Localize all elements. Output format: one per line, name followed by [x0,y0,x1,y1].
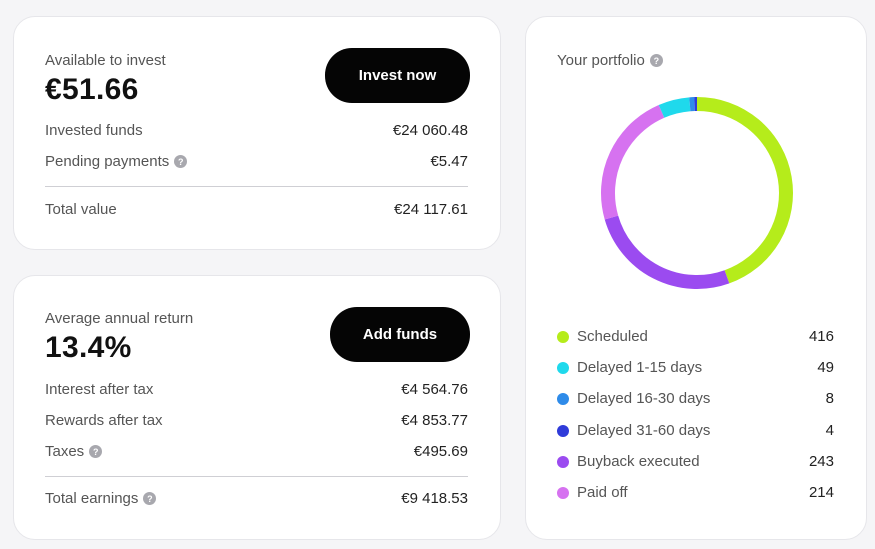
legend-dot [557,392,569,405]
legend-dot [557,486,569,499]
rewards-row: Rewards after tax €4 853.77 [45,412,468,429]
legend-count: 416 [808,328,834,345]
help-icon[interactable]: ? [174,155,188,168]
add-funds-button[interactable]: Add funds [330,307,470,362]
donut-slice-buyback-executed[interactable] [604,215,730,289]
rewards-value: €4 853.77 [401,412,468,429]
legend-item-delayed-16-30: Delayed 16-30 days 8 [557,390,834,407]
invested-funds-row: Invested funds €24 060.48 [45,122,468,139]
return-label: Average annual return [45,310,194,327]
help-icon[interactable]: ? [649,54,663,67]
invested-funds-value: €24 060.48 [392,122,468,139]
legend-item-delayed-31-60: Delayed 31-60 days 4 [557,422,834,439]
pending-payments-label: Pending payments? [45,153,188,170]
legend-count: 243 [808,453,834,470]
legend-label: Scheduled [577,328,648,345]
legend-label: Paid off [577,484,628,501]
legend-dot [557,330,569,343]
total-earnings-row: Total earnings? €9 418.53 [45,490,468,507]
help-icon[interactable]: ? [89,445,103,458]
interest-value: €4 564.76 [401,381,468,398]
total-value-label: Total value [45,201,117,218]
invested-funds-label: Invested funds [45,122,143,139]
legend-count: 49 [817,359,834,376]
pending-payments-row: Pending payments? €5.47 [45,153,468,170]
legend-dot [557,455,569,468]
available-value: €51.66 [45,73,139,106]
total-value-value: €24 117.61 [394,201,468,218]
help-icon[interactable]: ? [143,492,157,505]
divider [45,476,468,477]
legend-label: Delayed 31-60 days [577,422,711,439]
legend-item-buyback-executed: Buyback executed 243 [557,453,834,470]
legend-item-scheduled: Scheduled 416 [557,328,834,345]
legend-count: 8 [825,390,834,407]
legend-count: 214 [808,484,834,501]
donut-slice-scheduled[interactable] [696,97,793,284]
legend-label: Delayed 16-30 days [577,390,711,407]
donut-slice-paid-off[interactable] [601,104,665,220]
legend-dot [557,424,569,437]
return-value: 13.4% [45,331,132,364]
portfolio-donut-chart [601,97,793,289]
donut-slice-delayed-1-15-days[interactable] [658,97,691,118]
taxes-value: €495.69 [413,443,468,460]
available-label: Available to invest [45,52,166,69]
taxes-label: Taxes? [45,443,103,460]
legend-item-delayed-1-15: Delayed 1-15 days 49 [557,359,834,376]
portfolio-card: Your portfolio? Scheduled 416 Delayed 1-… [525,16,867,540]
taxes-row: Taxes? €495.69 [45,443,468,460]
invest-card: Available to invest €51.66 Invest now In… [13,16,501,250]
interest-label: Interest after tax [45,381,154,398]
legend-label: Delayed 1-15 days [577,359,703,376]
total-earnings-label: Total earnings? [45,490,157,507]
total-earnings-value: €9 418.53 [401,490,468,507]
rewards-label: Rewards after tax [45,412,163,429]
legend-dot [557,361,569,374]
divider [45,186,468,187]
legend-item-paid-off: Paid off 214 [557,484,834,501]
total-value-row: Total value €24 117.61 [45,201,468,218]
legend-label: Buyback executed [577,453,700,470]
legend-count: 4 [825,422,834,439]
portfolio-title: Your portfolio? [557,52,663,69]
pending-payments-value: €5.47 [430,153,468,170]
interest-row: Interest after tax €4 564.76 [45,381,468,398]
return-card: Average annual return 13.4% Add funds In… [13,275,501,540]
invest-now-button[interactable]: Invest now [325,48,470,103]
